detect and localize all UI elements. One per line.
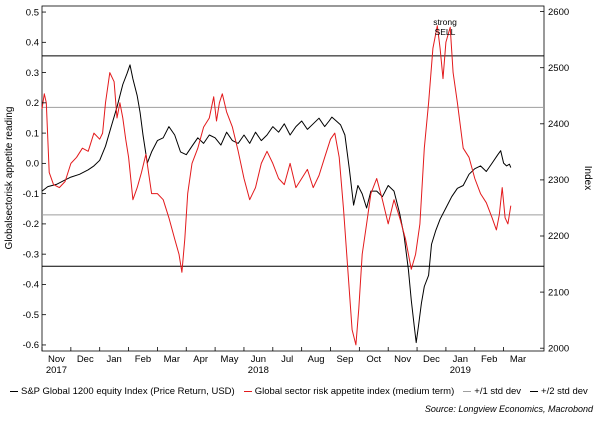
y-tick-label: 0.5: [26, 7, 39, 18]
legend: S&P Global 1200 equity Index (Price Retu…: [10, 384, 595, 398]
series-line-equity-index: [41, 64, 512, 344]
y2-tick-label: 2300: [548, 175, 569, 186]
y-tick-label: 0.2: [26, 98, 39, 109]
series-line-risk-appetite: [41, 25, 512, 346]
x-tick-label: Jan: [106, 354, 121, 365]
plot-frame: [41, 5, 545, 352]
x-tick-label: Jun: [251, 354, 266, 365]
series-layer: [41, 25, 512, 346]
y2-tick-label: 2400: [548, 119, 569, 130]
y-tick-label: -0.4: [23, 280, 39, 291]
x-tick-label: Aug: [308, 354, 325, 365]
y-tick-label: -0.3: [23, 249, 39, 260]
y2-tick-label: 2500: [548, 63, 569, 74]
legend-label-risk: Global sector risk appetite index (mediu…: [254, 385, 455, 397]
legend-label-1std: +/1 std dev: [474, 385, 522, 397]
y-tick-label: -0.6: [23, 340, 39, 351]
y-tick-label: -0.5: [23, 310, 39, 321]
legend-item-equity: S&P Global 1200 equity Index (Price Retu…: [10, 386, 235, 397]
x-tick-label: Sep: [336, 354, 353, 365]
y-axis-label: Globalsectorisk appetite reading: [4, 107, 15, 250]
x-tick-label: Mar: [510, 354, 526, 365]
source-note: Source: Longview Economics, Macrobond: [424, 404, 593, 414]
x-tick-label: Dec: [423, 354, 440, 365]
y2-tick-label: 2600: [548, 7, 569, 18]
reference-lines: [42, 55, 544, 267]
x-tick-label: Nov: [48, 354, 65, 365]
x-year-label: 2019: [450, 365, 471, 376]
legend-item-1std: +/1 std dev: [463, 386, 521, 397]
legend-swatch-risk: [243, 390, 252, 392]
legend-label-2std: +/2 std dev: [541, 385, 588, 397]
y-tick-label: 0.0: [26, 159, 39, 170]
x-tick-label: Mar: [164, 354, 180, 365]
y2-tick-label: 2100: [548, 287, 569, 298]
y-tick-label: -0.2: [23, 219, 39, 230]
x-year-label: 2018: [248, 365, 269, 376]
x-tick-label: Feb: [135, 354, 151, 365]
y-tick-label: -0.1: [23, 189, 39, 200]
annotation-line-2: SELL: [435, 27, 456, 37]
y-tick-label: 0.4: [26, 38, 39, 49]
legend-swatch-equity: [10, 390, 18, 392]
x-tick-label: Oct: [366, 354, 381, 365]
annotation-line-1: strong: [433, 17, 457, 27]
x-tick-label: Jan: [453, 354, 468, 365]
legend-swatch-2std: [530, 390, 539, 392]
y2-tick-label: 2000: [548, 343, 569, 354]
legend-label-equity: S&P Global 1200 equity Index (Price Retu…: [21, 385, 235, 397]
x-tick-label: Dec: [77, 354, 94, 365]
x-tick-label: Nov: [394, 354, 411, 365]
tick-layer: 0.5 0.4 0.3 0.2 0.1 0.0 -0.1 -0.2 -0.3 -0.4 -0.5 -0…: [23, 7, 570, 376]
x-tick-label: Jul: [281, 354, 293, 365]
x-tick-label: Apr: [193, 354, 208, 365]
x-year-label: 2017: [46, 365, 67, 376]
legend-swatch-1std: [463, 390, 472, 392]
x-tick-label: May: [221, 354, 239, 365]
y-tick-label: 0.3: [26, 68, 39, 79]
y-tick-label: 0.1: [26, 128, 39, 139]
x-tick-label: Feb: [481, 354, 497, 365]
legend-item-2std: +/2 std dev: [530, 386, 588, 397]
y2-tick-label: 2200: [548, 231, 569, 242]
legend-item-risk: Global sector risk appetite index (mediu…: [243, 385, 455, 397]
y2-axis-label: Index: [582, 166, 593, 190]
